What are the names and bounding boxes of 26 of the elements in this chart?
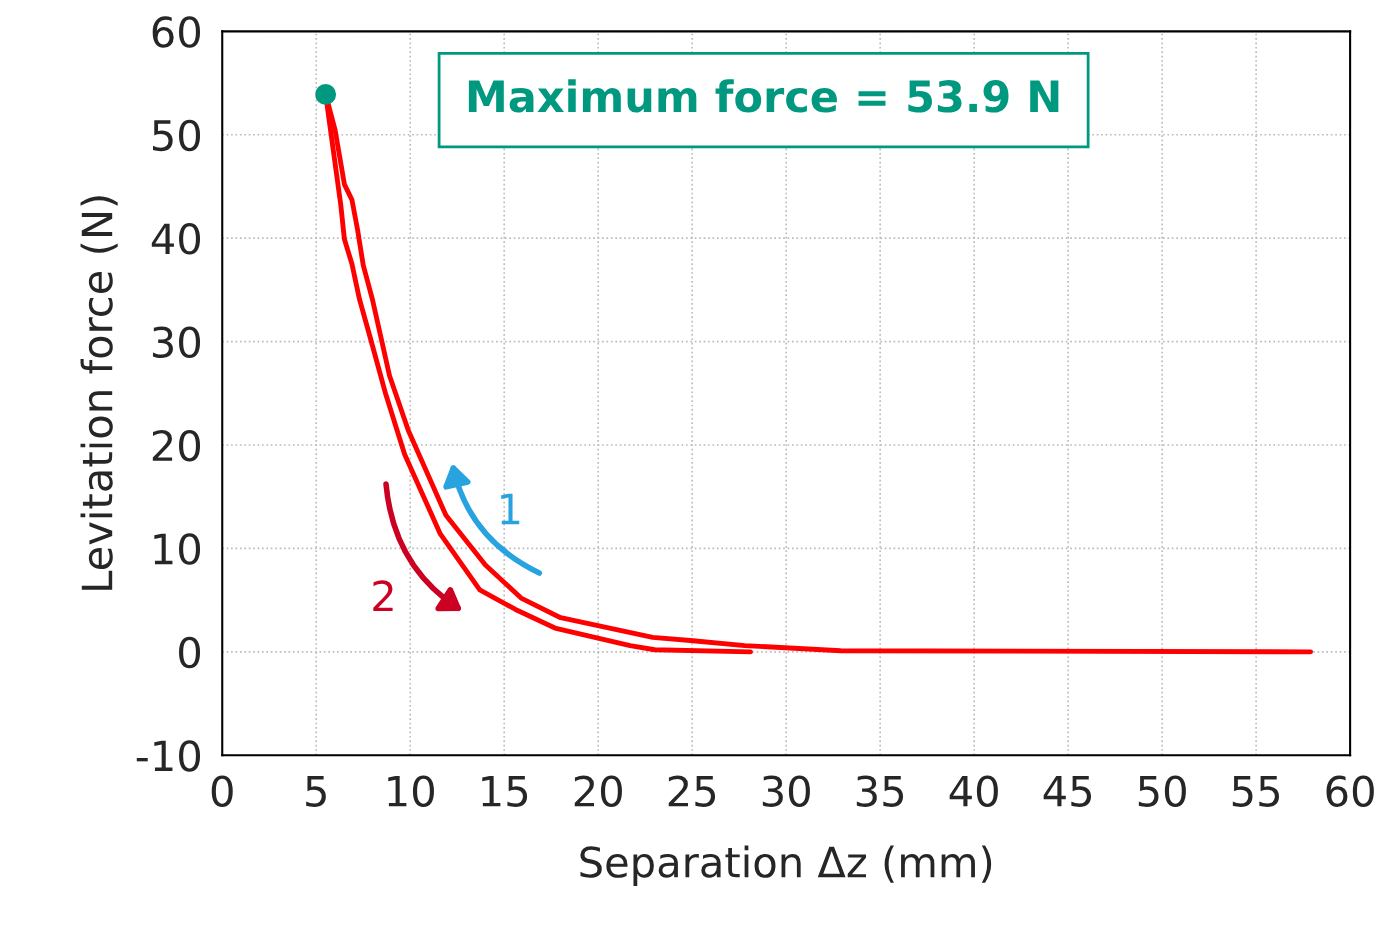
x-tick-label: 30 [762,775,810,807]
y-tick-label: 10 [154,533,201,565]
annotation: 1 [501,493,520,525]
x-tick-label: 55 [1232,775,1279,807]
x-tick-label: 5 [306,775,326,807]
x-tick-label: 60 [1326,775,1374,807]
x-tick-label: 10 [388,775,434,807]
x-axis-title: Separation Δz (mm) [580,845,992,886]
y-tick-label: 0 [179,636,201,669]
x-tick-label: 45 [1043,775,1092,807]
y-tick-label: 40 [151,223,201,255]
annotation: 2 [373,580,393,612]
y-tick-label: 50 [152,119,201,152]
x-tick-label: 35 [856,775,904,807]
x-tick-label: 15 [482,775,528,807]
y-tick-label: 30 [152,326,201,359]
x-tick-label: 50 [1138,775,1186,807]
y-tick-label: -10 [136,740,201,772]
annotation: Maximum force = 53.9 N [468,79,1059,113]
x-tick-label: 40 [949,775,998,807]
y-tick-label: 20 [152,429,201,462]
x-tick-label: 20 [574,775,622,807]
x-tick-label: 25 [668,775,716,807]
y-tick-label: 60 [152,16,201,48]
y-axis-title: Levitation force (N) [80,196,118,590]
x-tick-label: 0 [211,775,233,807]
